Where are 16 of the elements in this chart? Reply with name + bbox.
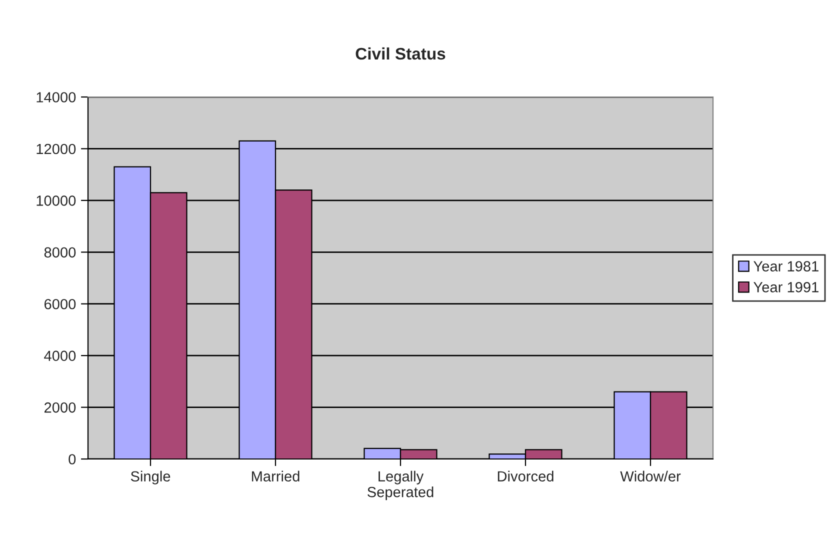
y-tick-label: 0 bbox=[68, 454, 76, 464]
x-tick-label: Single bbox=[130, 470, 170, 484]
x-tick-label: Divorced bbox=[498, 470, 554, 482]
legend-label: Year 1991 bbox=[754, 282, 818, 292]
x-tick-label: Married bbox=[252, 470, 300, 482]
y-tick-label: 2000 bbox=[44, 402, 76, 413]
y-tick-label: 8000 bbox=[44, 247, 76, 258]
x-tick-label: Widow/er bbox=[620, 470, 681, 482]
chart-title: Civil Status bbox=[356, 47, 446, 60]
y-tick-label: 12000 bbox=[36, 144, 76, 154]
y-tick-label: 14000 bbox=[36, 92, 76, 102]
y-tick-label: 4000 bbox=[44, 350, 76, 361]
x-tick-label: Legally Seperated bbox=[368, 470, 434, 500]
y-tick-label: 6000 bbox=[44, 298, 76, 310]
legend-label: Year 1981 bbox=[754, 261, 818, 272]
y-tick-label: 10000 bbox=[36, 196, 76, 206]
